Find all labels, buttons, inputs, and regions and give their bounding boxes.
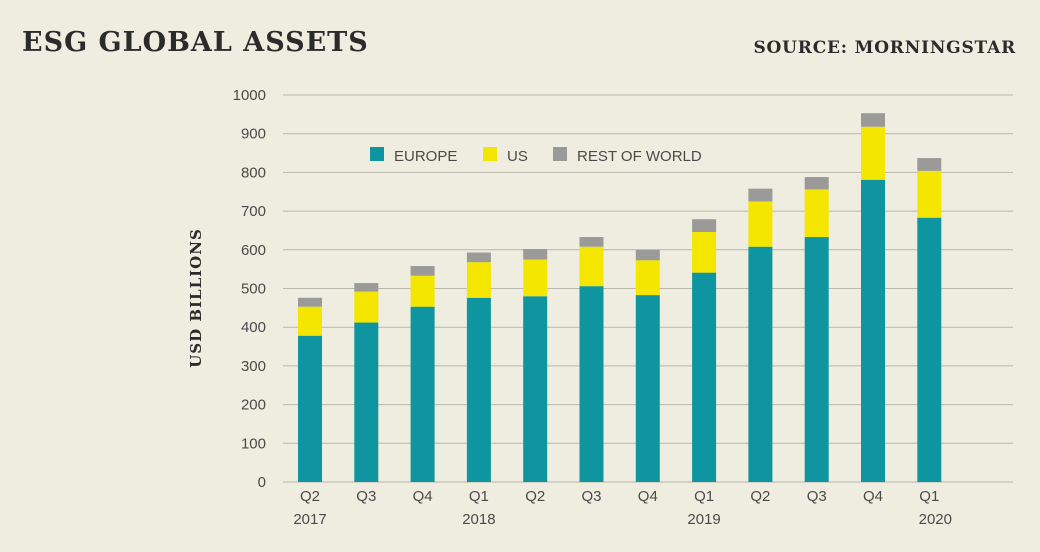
bar-rest-of-world — [861, 113, 885, 127]
bar-rest-of-world — [523, 249, 548, 260]
bar-us — [861, 126, 885, 180]
y-tick-label: 800 — [241, 164, 266, 181]
bar-rest-of-world — [410, 266, 435, 276]
y-tick-label: 500 — [241, 281, 266, 298]
bar-us — [354, 291, 379, 323]
bar-europe — [579, 286, 604, 482]
bar-rest-of-world — [635, 249, 660, 261]
legend-label: US — [507, 148, 528, 165]
x-year-label: 2019 — [687, 511, 720, 528]
x-tick-label: Q1 — [919, 488, 939, 505]
bar-us — [804, 189, 829, 238]
source-label: SOURCE: MORNINGSTAR — [753, 38, 1016, 58]
y-tick-label: 700 — [241, 203, 266, 220]
y-tick-label: 200 — [241, 397, 266, 414]
bar-europe — [354, 322, 379, 482]
x-tick-label: Q1 — [469, 488, 489, 505]
x-year-label: 2017 — [293, 511, 326, 528]
bar-us — [410, 275, 435, 307]
bar-europe — [861, 179, 885, 483]
bar-europe — [692, 272, 717, 482]
bar-europe — [635, 295, 660, 482]
bar-europe — [298, 335, 322, 482]
bar-europe — [410, 306, 435, 482]
bar-us — [635, 260, 660, 296]
x-tick-label: Q3 — [807, 488, 827, 505]
bar-us — [466, 262, 491, 298]
x-tick-label: Q1 — [694, 488, 714, 505]
bar-us — [579, 246, 604, 287]
bar-europe — [466, 297, 491, 482]
x-tick-label: Q3 — [356, 488, 376, 505]
legend: EUROPE US REST OF WORLD — [370, 147, 702, 165]
y-tick-label: 0 — [258, 474, 266, 491]
bar-rest-of-world — [692, 219, 717, 232]
bar-us — [523, 259, 548, 297]
bar-rest-of-world — [579, 237, 604, 247]
x-tick-label: Q4 — [638, 488, 658, 505]
bar-us — [298, 306, 322, 336]
x-axis: Q2 Q3 Q4 Q1 Q2 Q3 Q4 Q1 Q2 Q3 Q4 Q1 2017 2018 2019 2020 — [293, 488, 952, 528]
bar-europe — [748, 246, 773, 482]
bar-rest-of-world — [298, 297, 322, 307]
y-tick-label: 900 — [241, 126, 266, 143]
bar-rest-of-world — [354, 283, 379, 292]
bar-rest-of-world — [466, 252, 491, 263]
bar-rest-of-world — [917, 158, 942, 171]
x-tick-label: Q4 — [413, 488, 433, 505]
x-tick-label: Q2 — [525, 488, 545, 505]
bar-europe — [804, 237, 829, 482]
legend-swatch — [370, 147, 384, 161]
y-tick-label: 300 — [241, 358, 266, 375]
bar-europe — [523, 296, 548, 482]
legend-swatch — [553, 147, 567, 161]
bar-rest-of-world — [748, 188, 773, 202]
y-tick-label: 400 — [241, 319, 266, 336]
x-tick-label: Q4 — [863, 488, 883, 505]
x-tick-label: Q2 — [750, 488, 770, 505]
bar-us — [692, 231, 717, 273]
bar-us — [748, 201, 773, 247]
y-tick-label: 600 — [241, 242, 266, 259]
y-tick-label: 100 — [241, 435, 266, 452]
x-year-label: 2020 — [919, 511, 952, 528]
bar-us — [917, 170, 942, 218]
legend-label: REST OF WORLD — [577, 148, 702, 165]
bar-europe — [917, 217, 942, 482]
chart-title: ESG GLOBAL ASSETS — [22, 27, 369, 58]
legend-swatch — [483, 147, 497, 161]
legend-label: EUROPE — [394, 148, 457, 165]
x-tick-label: Q2 — [300, 488, 320, 505]
bar-rest-of-world — [804, 177, 829, 190]
bars-layer — [298, 113, 942, 483]
y-tick-label: 1000 — [233, 87, 266, 104]
x-tick-label: Q3 — [581, 488, 601, 505]
x-year-label: 2018 — [462, 511, 495, 528]
